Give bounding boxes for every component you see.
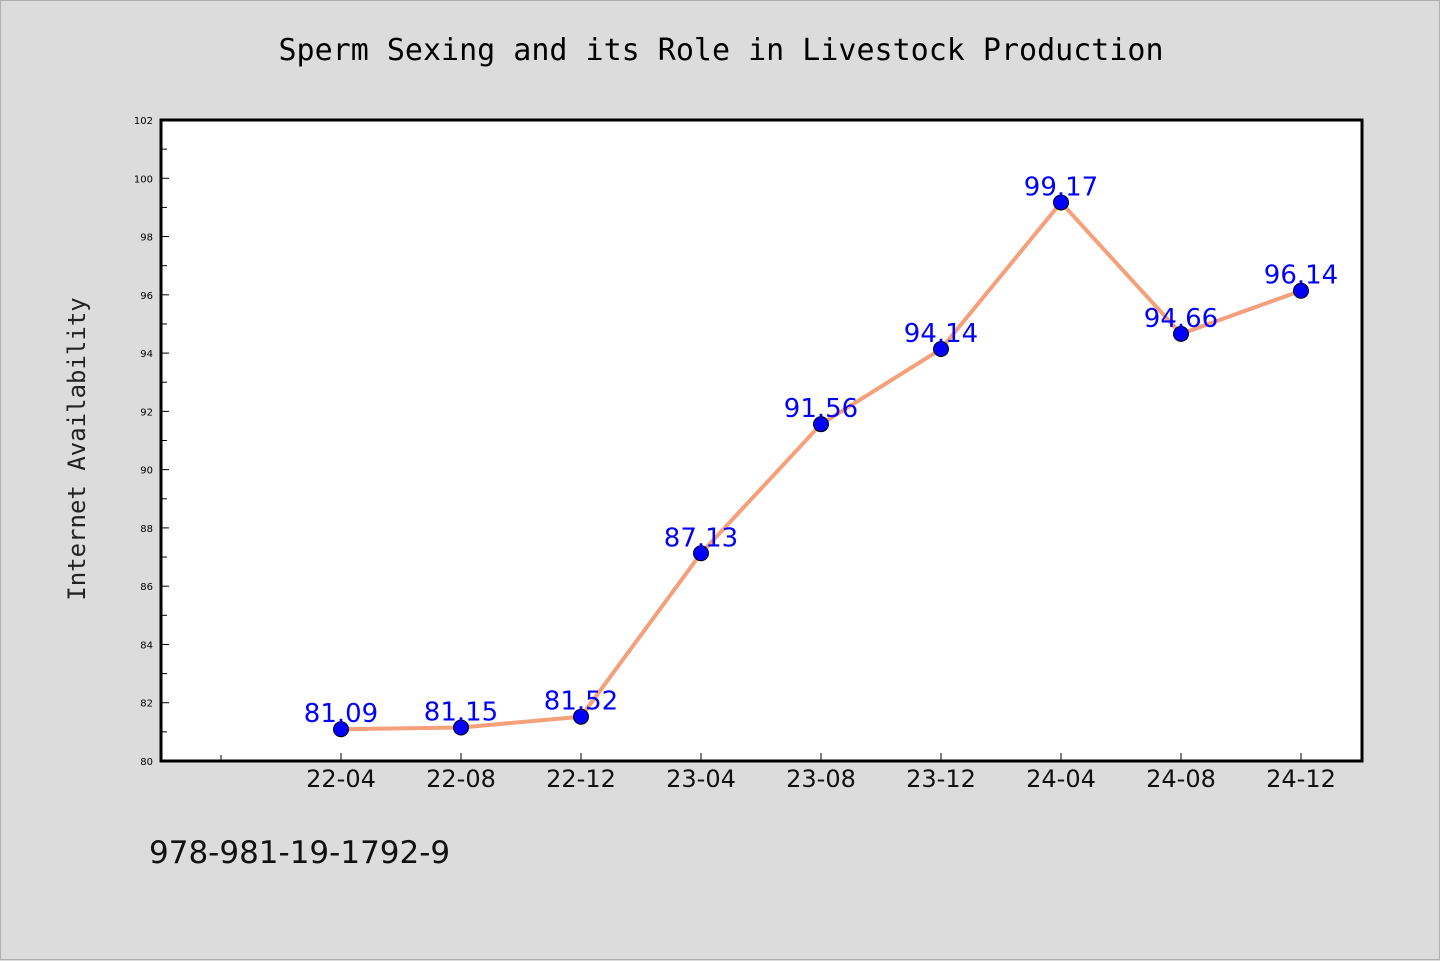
x-tick-label: 24-12 bbox=[1266, 765, 1336, 793]
data-label: 94.14 bbox=[904, 319, 978, 349]
chart-title: Sperm Sexing and its Role in Livestock P… bbox=[278, 33, 1164, 68]
data-label: 81.52 bbox=[544, 687, 618, 717]
x-tick-label: 22-08 bbox=[426, 765, 496, 793]
data-point bbox=[573, 708, 589, 725]
y-tick-label: 98 bbox=[140, 233, 153, 244]
y-axis-label: Internet Availability bbox=[63, 297, 91, 601]
data-label: 94.66 bbox=[1144, 304, 1218, 334]
y-tick-label: 84 bbox=[140, 640, 153, 651]
data-point bbox=[333, 721, 349, 738]
y-tick-label: 88 bbox=[140, 524, 153, 535]
data-point bbox=[453, 719, 469, 736]
x-tick-label: 24-08 bbox=[1146, 765, 1216, 793]
data-label: 96.14 bbox=[1264, 261, 1338, 291]
x-tick-label: 23-08 bbox=[786, 765, 856, 793]
y-tick-label: 96 bbox=[140, 291, 153, 302]
x-tick-label: 23-04 bbox=[666, 765, 736, 793]
y-tick-label: 90 bbox=[140, 466, 153, 477]
data-point bbox=[1053, 194, 1069, 211]
isbn-text: 978-981-19-1792-9 bbox=[149, 835, 451, 871]
x-axis: 22-04 22-08 22-12 23-04 23-08 23-12 24-04 24-08… bbox=[220, 753, 1336, 793]
x-tick-label: 22-12 bbox=[546, 765, 616, 793]
data-labels: 81.09 81.15 81.52 87.13 91.56 94.14 99.17 94.66… bbox=[304, 172, 1338, 729]
y-tick-label: 82 bbox=[140, 699, 153, 710]
data-point bbox=[933, 341, 949, 358]
data-label: 81.09 bbox=[304, 699, 378, 729]
y-axis: 80 82 84 86 88 90 92 94 96 98 100 102 bbox=[134, 116, 169, 768]
y-tick-label: 86 bbox=[140, 582, 153, 593]
x-tick-label: 22-04 bbox=[306, 765, 376, 793]
y-tick-label: 100 bbox=[134, 174, 153, 185]
data-point bbox=[1173, 325, 1189, 342]
x-tick-label: 23-12 bbox=[906, 765, 976, 793]
data-label: 99.17 bbox=[1024, 172, 1098, 202]
plot-area bbox=[159, 118, 1364, 763]
data-label: 91.56 bbox=[784, 394, 858, 424]
y-tick-label: 92 bbox=[140, 407, 153, 418]
data-point bbox=[813, 416, 829, 433]
data-label: 87.13 bbox=[664, 523, 738, 553]
y-tick-label: 94 bbox=[140, 349, 153, 360]
data-point bbox=[1293, 282, 1309, 299]
y-tick-label: 80 bbox=[140, 757, 153, 768]
x-tick-label: 24-04 bbox=[1026, 765, 1096, 793]
y-tick-label: 102 bbox=[134, 116, 153, 127]
data-label: 81.15 bbox=[424, 697, 498, 727]
data-point bbox=[693, 545, 709, 562]
series-group bbox=[333, 194, 1309, 738]
